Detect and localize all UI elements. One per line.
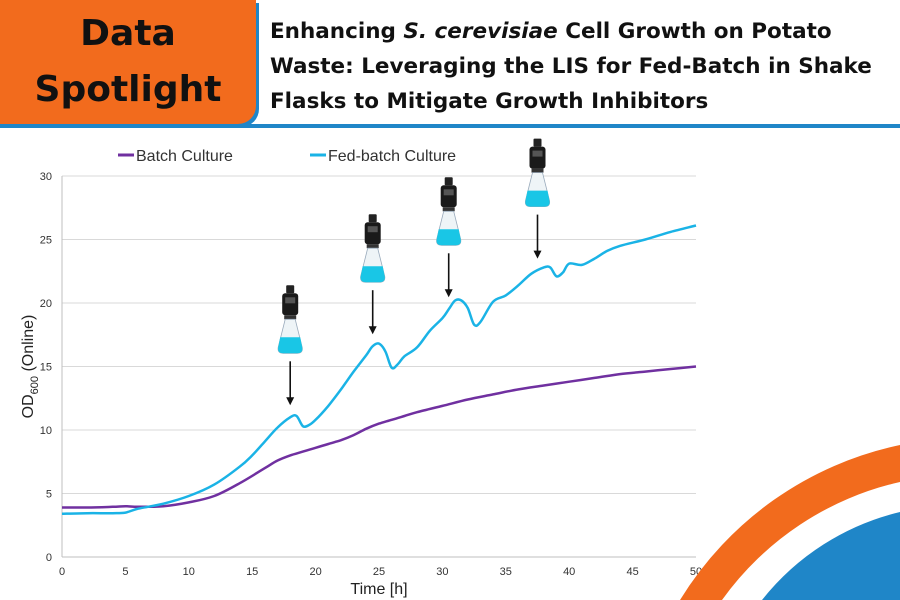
feed-event-marker (436, 177, 462, 298)
legend-label: Batch Culture (136, 148, 233, 165)
device-cap (444, 177, 453, 186)
feed-event-marker (524, 138, 551, 259)
flask-liquid (525, 190, 550, 207)
device-window (367, 226, 378, 233)
flask-liquid (278, 337, 303, 354)
device-collar (442, 207, 455, 212)
y-tick-label: 15 (40, 362, 52, 374)
growth-chart: 0 5 10 15 20 25 30 0 5 10 15 20 25 30 35 40 45 50 Time [h]… (20, 138, 702, 598)
x-tick-label: 35 (500, 566, 512, 578)
series-line-batch (61, 365, 697, 509)
device-cap (368, 214, 377, 223)
feeding-device-icon (529, 146, 546, 169)
feed-arrow-head (444, 289, 453, 298)
header-divider (0, 124, 900, 128)
x-tick-label: 15 (246, 566, 258, 578)
y-tick-label: 5 (46, 489, 52, 501)
x-tick-label: 10 (183, 566, 195, 578)
feeding-device-icon (282, 293, 299, 316)
x-tick-label: 45 (626, 566, 638, 578)
y-tick-label: 25 (40, 235, 52, 247)
device-cap (533, 138, 542, 147)
feed-arrow-head (533, 250, 542, 259)
headline-part-1: Enhancing (270, 19, 404, 44)
headline-species: S. cerevisiae (403, 19, 558, 44)
headline: Enhancing S. cerevisiae Cell Growth on P… (270, 14, 898, 119)
flask-liquid (360, 266, 385, 283)
x-tick-label: 30 (436, 566, 448, 578)
device-collar (366, 244, 379, 249)
flask-liquid (436, 229, 461, 246)
y-tick-label: 10 (40, 425, 52, 437)
feed-arrow-head (286, 397, 295, 406)
headline-part-2: Cell Growth on Potato Waste: Leveraging … (270, 19, 872, 114)
device-window (443, 189, 454, 196)
x-tick-label: 0 (59, 566, 65, 578)
y-tick-label: 20 (40, 298, 52, 310)
x-axis-title: Time [h] (350, 581, 407, 598)
feed-event-marker (277, 285, 303, 406)
device-window (285, 297, 296, 304)
badge-line-2: Spotlight (34, 69, 222, 110)
x-tick-label: 40 (563, 566, 575, 578)
y-tick-label: 0 (46, 552, 52, 564)
feeding-device-icon (364, 222, 381, 245)
feed-arrow-head (368, 326, 377, 335)
feed-event-marker (360, 214, 386, 335)
device-collar (531, 168, 544, 173)
feeding-device-icon (440, 185, 457, 208)
x-tick-label: 25 (373, 566, 385, 578)
y-tick-label: 30 (40, 171, 52, 183)
x-tick-label: 20 (309, 566, 321, 578)
x-tick-label: 5 (122, 566, 128, 578)
badge-line-1: Data (80, 13, 176, 54)
series-line-fed-batch (61, 224, 697, 516)
x-tick-label: 50 (690, 566, 702, 578)
device-cap (286, 285, 295, 294)
device-collar (284, 315, 297, 320)
y-axis-title: OD600 (Online) (20, 315, 41, 419)
device-window (532, 150, 543, 157)
data-spotlight-badge: Data Spotlight (0, 0, 256, 124)
legend-label: Fed-batch Culture (328, 148, 456, 165)
